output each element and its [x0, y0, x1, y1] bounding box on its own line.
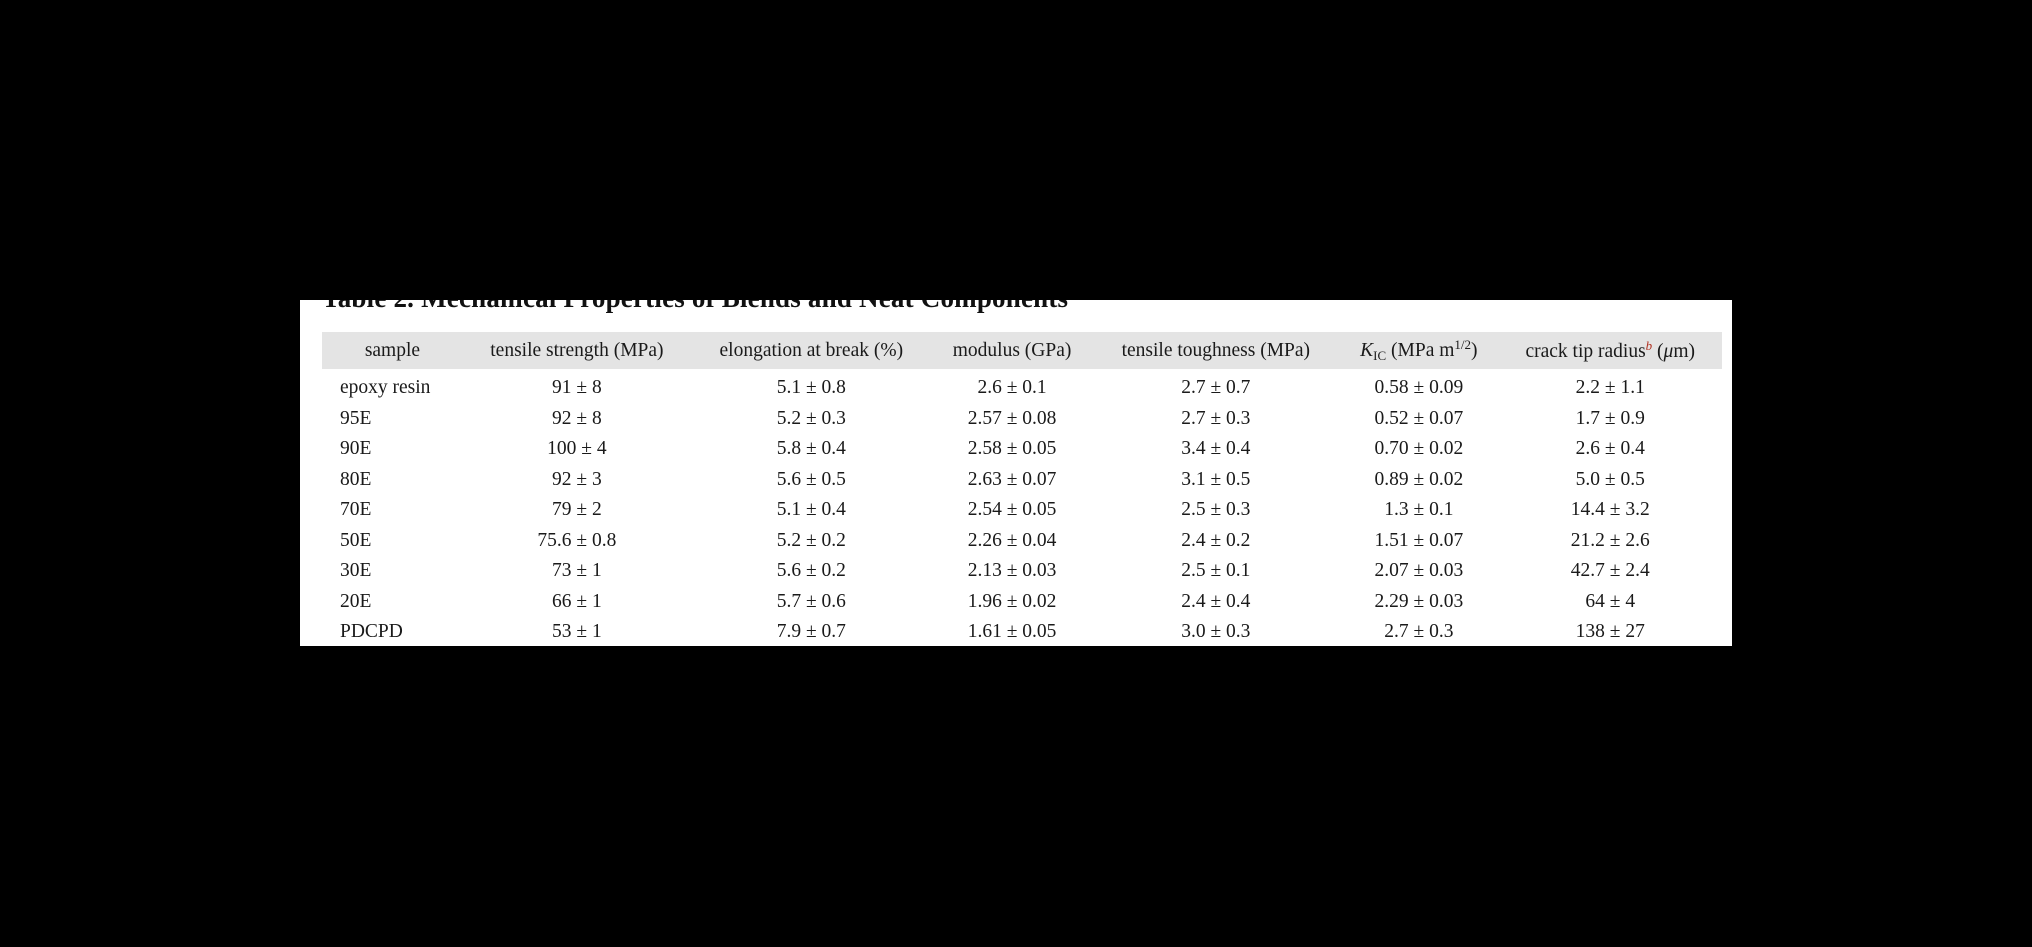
cell-tensile-toughness: 2.7 ± 0.7 [1181, 377, 1251, 399]
table-row: 90E 100 ± 4 5.8 ± 0.4 2.58 ± 0.05 3.4 ± 0.4 0… [322, 434, 1722, 465]
cell-kic: 0.52 ± 0.07 [1374, 407, 1464, 429]
cell-kic: 0.70 ± 0.02 [1374, 438, 1464, 460]
cell-kic: 2.07 ± 0.03 [1374, 560, 1464, 582]
cell-tensile-strength: 92 ± 3 [552, 468, 602, 490]
cell-sample: 80E [340, 468, 372, 490]
cell-kic: 2.7 ± 0.3 [1384, 621, 1454, 643]
cell-elongation: 5.1 ± 0.8 [776, 377, 846, 399]
cell-tensile-strength: 91 ± 8 [552, 377, 602, 399]
table-row: PDCPD 53 ± 1 7.9 ± 0.7 1.61 ± 0.05 3.0 ± 0.3… [322, 617, 1722, 646]
cell-tensile-toughness: 2.4 ± 0.4 [1181, 590, 1251, 612]
crack-units-post: m) [1673, 341, 1696, 362]
cell-crack-tip-radius: 1.7 ± 0.9 [1575, 407, 1645, 429]
cell-tensile-toughness: 2.4 ± 0.2 [1181, 529, 1251, 551]
cell-kic: 1.51 ± 0.07 [1374, 529, 1464, 551]
cell-crack-tip-radius: 5.0 ± 0.5 [1575, 468, 1645, 490]
cell-modulus: 2.63 ± 0.07 [967, 468, 1057, 490]
table-page: Table 2. Mechanical Properties of Blends… [300, 300, 1732, 646]
cell-tensile-toughness: 3.1 ± 0.5 [1181, 468, 1251, 490]
footnote-mark-b[interactable]: b [1645, 338, 1653, 353]
cell-modulus: 2.26 ± 0.04 [967, 529, 1057, 551]
cell-tensile-toughness: 2.5 ± 0.3 [1181, 499, 1251, 521]
table-header-row: sample tensile strength (MPa) elongation… [322, 332, 1722, 369]
table-row: 95E 92 ± 8 5.2 ± 0.3 2.57 ± 0.08 2.7 ± 0.3 0.… [322, 404, 1722, 435]
cell-elongation: 5.6 ± 0.2 [776, 560, 846, 582]
header-sample: sample [364, 339, 421, 361]
table-caption: Table 2. Mechanical Properties of Blends… [322, 300, 1068, 314]
cell-modulus: 1.61 ± 0.05 [967, 621, 1057, 643]
crack-units-mu: μ [1663, 341, 1674, 362]
table-row: epoxy resin 91 ± 8 5.1 ± 0.8 2.6 ± 0.1 2.7 ±… [322, 369, 1722, 404]
cell-tensile-strength: 75.6 ± 0.8 [537, 529, 617, 551]
cell-tensile-toughness: 2.5 ± 0.1 [1181, 560, 1251, 582]
cell-kic: 0.58 ± 0.09 [1374, 377, 1464, 399]
cell-sample: 70E [340, 499, 372, 521]
table-body: epoxy resin 91 ± 8 5.1 ± 0.8 2.6 ± 0.1 2.7 ±… [322, 369, 1722, 646]
cell-elongation: 5.2 ± 0.3 [776, 407, 846, 429]
table-row: 30E 73 ± 1 5.6 ± 0.2 2.13 ± 0.03 2.5 ± 0.1 2.… [322, 556, 1722, 587]
cell-crack-tip-radius: 14.4 ± 3.2 [1570, 499, 1650, 521]
cell-sample: 30E [340, 560, 372, 582]
cell-sample: 20E [340, 590, 372, 612]
cell-crack-tip-radius: 2.6 ± 0.4 [1575, 438, 1645, 460]
kic-units-post: ) [1471, 340, 1478, 361]
cell-sample: epoxy resin [340, 377, 431, 399]
cell-elongation: 7.9 ± 0.7 [776, 621, 846, 643]
cell-kic: 1.3 ± 0.1 [1384, 499, 1454, 521]
cell-kic: 2.29 ± 0.03 [1374, 590, 1464, 612]
cell-sample: PDCPD [340, 621, 403, 643]
cell-tensile-strength: 73 ± 1 [552, 560, 602, 582]
header-tensile-strength: tensile strength (MPa) [490, 339, 664, 361]
cell-crack-tip-radius: 42.7 ± 2.4 [1570, 560, 1650, 582]
cell-tensile-strength: 53 ± 1 [552, 621, 602, 643]
cell-modulus: 2.13 ± 0.03 [967, 560, 1057, 582]
mechanical-properties-table: sample tensile strength (MPa) elongation… [322, 332, 1722, 646]
cell-crack-tip-radius: 21.2 ± 2.6 [1570, 529, 1650, 551]
cell-sample: 95E [340, 407, 372, 429]
table-row: 20E 66 ± 1 5.7 ± 0.6 1.96 ± 0.02 2.4 ± 0.4 2.… [322, 587, 1722, 618]
cell-tensile-strength: 79 ± 2 [552, 499, 602, 521]
header-modulus: modulus (GPa) [952, 339, 1072, 361]
crack-label: crack tip radius [1525, 341, 1646, 362]
cell-tensile-strength: 100 ± 4 [547, 438, 607, 460]
crack-units-pre: ( [1652, 341, 1664, 362]
cell-crack-tip-radius: 138 ± 27 [1575, 621, 1645, 643]
table-row: 80E 92 ± 3 5.6 ± 0.5 2.63 ± 0.07 3.1 ± 0.5 0.… [322, 465, 1722, 496]
cell-modulus: 2.6 ± 0.1 [977, 377, 1047, 399]
kic-symbol: K [1360, 340, 1374, 361]
cell-tensile-toughness: 3.4 ± 0.4 [1181, 438, 1251, 460]
cell-elongation: 5.6 ± 0.5 [776, 468, 846, 490]
cell-modulus: 2.54 ± 0.05 [967, 499, 1057, 521]
cell-kic: 0.89 ± 0.02 [1374, 468, 1464, 490]
header-elongation: elongation at break (%) [719, 339, 904, 361]
cell-sample: 90E [340, 438, 372, 460]
cell-elongation: 5.2 ± 0.2 [776, 529, 846, 551]
cell-sample: 50E [340, 529, 372, 551]
cell-tensile-strength: 66 ± 1 [552, 590, 602, 612]
cell-modulus: 2.57 ± 0.08 [967, 407, 1057, 429]
cell-crack-tip-radius: 64 ± 4 [1585, 590, 1636, 612]
kic-subscript: IC [1373, 348, 1387, 363]
cell-modulus: 1.96 ± 0.02 [967, 590, 1057, 612]
kic-units-pre: (MPa m [1386, 340, 1455, 361]
cell-elongation: 5.7 ± 0.6 [776, 590, 846, 612]
cell-tensile-toughness: 3.0 ± 0.3 [1181, 621, 1251, 643]
kic-units-exponent: 1/2 [1454, 337, 1472, 352]
header-kic: KIC (MPa m1/2) [1339, 332, 1498, 369]
header-tensile-toughness: tensile toughness (MPa) [1121, 339, 1311, 361]
table-row: 70E 79 ± 2 5.1 ± 0.4 2.54 ± 0.05 2.5 ± 0.3 1.… [322, 495, 1722, 526]
cell-modulus: 2.58 ± 0.05 [967, 438, 1057, 460]
cell-elongation: 5.1 ± 0.4 [776, 499, 846, 521]
cell-tensile-strength: 92 ± 8 [552, 407, 602, 429]
cell-elongation: 5.8 ± 0.4 [776, 438, 846, 460]
header-crack-tip-radius: crack tip radiusb (μm) [1498, 332, 1722, 369]
table-row: 50E 75.6 ± 0.8 5.2 ± 0.2 2.26 ± 0.04 2.4 ± 0… [322, 526, 1722, 557]
cell-tensile-toughness: 2.7 ± 0.3 [1181, 407, 1251, 429]
cell-crack-tip-radius: 2.2 ± 1.1 [1575, 377, 1645, 399]
